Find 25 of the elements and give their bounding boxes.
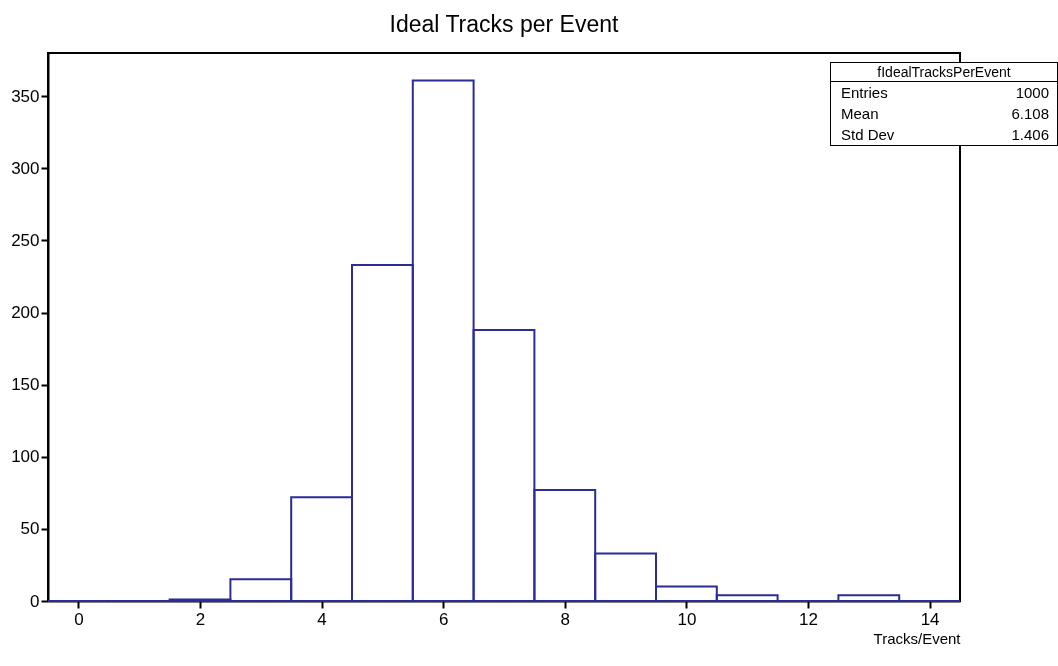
annotation: Mean (841, 104, 879, 124)
x-tick-label: 6 (438, 609, 449, 629)
x-tick-label: 14 (920, 609, 940, 629)
y-tick-label: 300 (11, 158, 40, 178)
x-tick-label: 0 (74, 609, 84, 629)
annotation: fIdealTracksPerEvent (831, 63, 1057, 82)
y-tick-label: 150 (11, 375, 40, 395)
y-tick-label: 350 (11, 86, 40, 106)
x-tick-label: 8 (560, 609, 571, 629)
x-tick-label: 2 (195, 609, 206, 629)
text: 1000 (1015, 84, 1049, 101)
y-tick-label: 200 (11, 303, 40, 323)
text: 6.108 (1011, 105, 1049, 122)
y-tick-label: 100 (11, 447, 40, 467)
x-tick-label: 12 (799, 609, 818, 629)
x-tick-label: 10 (677, 609, 697, 629)
text: 1.406 (1011, 126, 1049, 143)
x-axis-title: Tracks/Event (873, 629, 962, 647)
annotation: Entries (841, 83, 888, 103)
chart-title: Ideal Tracks per Event (389, 11, 620, 37)
y-tick-label: 0 (30, 591, 40, 611)
x-tick-label: 4 (317, 609, 327, 629)
y-tick-label: 50 (20, 519, 40, 539)
y-tick-label: 250 (11, 230, 40, 250)
annotation: Std Dev (841, 125, 895, 145)
